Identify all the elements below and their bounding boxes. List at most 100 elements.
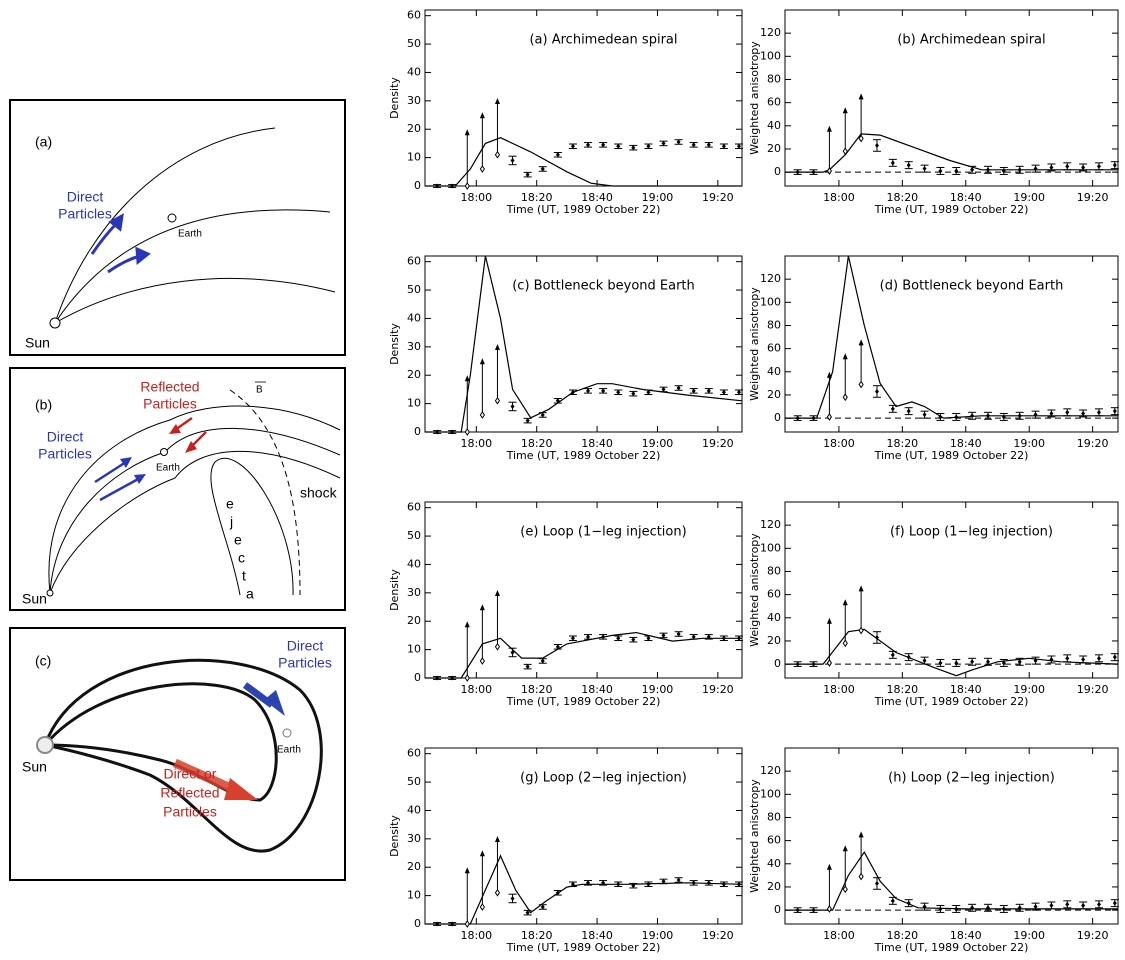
point — [691, 634, 696, 640]
y-tick-label: 20 — [767, 388, 781, 401]
y-tick-label: 30 — [407, 586, 421, 599]
point — [494, 642, 501, 651]
lower-limit — [826, 371, 833, 421]
annotation: Sun — [25, 335, 50, 351]
data-point — [904, 407, 913, 416]
data-point — [584, 634, 593, 640]
x-tick-label: 18:00 — [823, 683, 855, 696]
point — [858, 872, 864, 881]
point — [540, 166, 545, 172]
point — [510, 157, 515, 163]
point — [555, 890, 560, 896]
point — [985, 413, 990, 419]
chart-title: (f) Loop (1−leg injection) — [890, 525, 1053, 540]
y-axis-label: Weighted anisotropy — [748, 41, 761, 155]
data-point — [888, 158, 897, 167]
y-tick-label: 100 — [760, 49, 781, 62]
chart-panel: 0 20 40 60 80 100 120 18:00 18:20 18:40 19:00 19:20… — [748, 9, 1119, 216]
data-point — [568, 389, 577, 396]
data-point — [809, 907, 818, 913]
point — [510, 649, 515, 655]
x-tick-label: 19:00 — [1013, 191, 1045, 204]
y-tick-label: 10 — [407, 397, 421, 410]
lower-limit — [464, 621, 470, 682]
data-point — [983, 165, 992, 174]
data-point — [793, 661, 802, 667]
diagram-frame — [9, 99, 346, 356]
data-point — [523, 171, 532, 178]
y-tick-label: 0 — [414, 179, 421, 192]
data-point — [1015, 165, 1024, 174]
y-tick-label: 30 — [407, 832, 421, 845]
point — [890, 652, 895, 658]
data-point — [920, 164, 929, 173]
ejecta-letter: a — [246, 586, 254, 602]
data-point — [674, 385, 683, 391]
chart-panel: 0 20 40 60 80 100 120 18:00 18:20 18:40 19:00 19:20… — [748, 747, 1119, 954]
x-tick-label: 18:20 — [886, 437, 918, 450]
limit-arrow — [842, 353, 848, 360]
model-line — [785, 133, 1118, 173]
limit-arrow — [479, 358, 485, 365]
point — [479, 165, 485, 173]
diagram-label: (a) — [35, 134, 52, 150]
point — [525, 910, 530, 916]
data-point — [1015, 657, 1024, 666]
y-tick-label: 60 — [407, 9, 421, 22]
annotation: Earth — [178, 229, 202, 240]
mixed-arrow-head — [224, 778, 258, 800]
point — [631, 883, 636, 889]
data-point — [448, 921, 457, 927]
point — [1112, 162, 1117, 168]
diagram-label: (c) — [35, 653, 51, 669]
point — [1081, 410, 1086, 416]
x-tick-label: 18:40 — [950, 683, 982, 696]
data-point — [999, 658, 1008, 667]
data-point — [704, 880, 713, 886]
data-point — [553, 644, 562, 650]
y-tick-label: 40 — [767, 611, 781, 624]
y-tick-label: 100 — [760, 295, 781, 308]
annotation: Particles — [278, 655, 332, 671]
point — [842, 393, 848, 402]
diagram-frame — [9, 367, 346, 611]
limit-arrow — [479, 112, 485, 119]
model-line — [425, 631, 742, 679]
point — [795, 907, 800, 913]
data-point — [538, 166, 547, 172]
data-point — [523, 417, 532, 424]
limit-arrow — [842, 599, 848, 606]
x-axis-label: Time (UT, 1989 October 22) — [506, 449, 661, 462]
x-tick-label: 19:20 — [1077, 191, 1109, 204]
point — [435, 675, 440, 681]
data-point — [614, 143, 623, 150]
data-point — [433, 429, 442, 435]
lower-limit — [826, 125, 833, 175]
y-tick-label: 40 — [407, 803, 421, 816]
point — [1017, 167, 1022, 173]
data-point — [983, 411, 992, 420]
point — [736, 143, 741, 149]
point — [435, 183, 440, 189]
data-point — [952, 412, 961, 421]
y-tick-label: 80 — [767, 72, 781, 85]
data-point — [1063, 162, 1072, 171]
point — [555, 398, 560, 404]
model-line — [425, 255, 743, 433]
data-point — [523, 909, 532, 916]
x-tick-label: 19:00 — [642, 191, 674, 204]
x-axis-label: Time (UT, 1989 October 22) — [874, 203, 1029, 216]
annotation: Particles — [143, 396, 197, 412]
data-point — [629, 882, 638, 889]
y-tick-label: 60 — [767, 834, 781, 847]
data-point — [1094, 900, 1103, 909]
data-point — [689, 388, 698, 394]
plot-frame — [784, 747, 1119, 925]
y-tick-label: 20 — [407, 122, 421, 135]
x-tick-label: 19:20 — [1077, 683, 1109, 696]
x-tick-label: 18:00 — [460, 191, 492, 204]
x-tick-label: 18:00 — [460, 683, 492, 696]
plot-frame — [424, 255, 743, 433]
diagrams: (a) Direct Particles Earth Sun (b) Refle… — [9, 99, 346, 881]
y-tick-label: 20 — [767, 634, 781, 647]
